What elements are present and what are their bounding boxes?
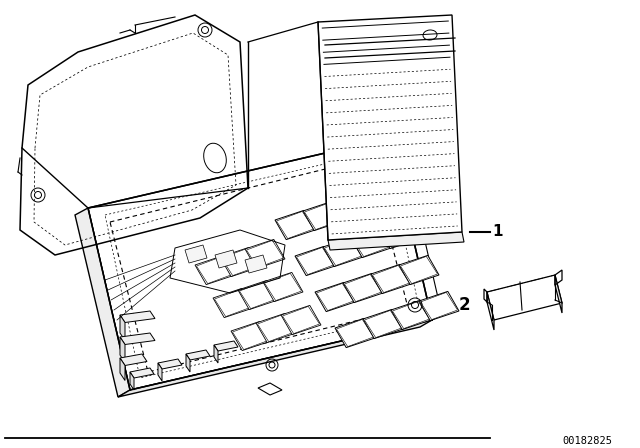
- Polygon shape: [256, 314, 296, 343]
- Polygon shape: [158, 363, 162, 381]
- Polygon shape: [195, 255, 235, 284]
- Polygon shape: [318, 15, 462, 240]
- Polygon shape: [555, 275, 562, 313]
- Polygon shape: [75, 208, 130, 397]
- Polygon shape: [343, 273, 383, 302]
- Polygon shape: [263, 272, 303, 302]
- Polygon shape: [419, 291, 459, 321]
- Polygon shape: [331, 192, 371, 222]
- Polygon shape: [371, 264, 411, 293]
- Polygon shape: [120, 354, 147, 366]
- Polygon shape: [120, 337, 125, 362]
- Text: 2: 2: [458, 296, 470, 314]
- Polygon shape: [220, 247, 260, 276]
- Text: 00182825: 00182825: [562, 436, 612, 446]
- Polygon shape: [120, 358, 125, 380]
- Polygon shape: [315, 282, 355, 312]
- Polygon shape: [88, 138, 432, 390]
- Polygon shape: [335, 319, 375, 348]
- Polygon shape: [379, 220, 419, 249]
- Polygon shape: [245, 239, 285, 269]
- Polygon shape: [214, 345, 218, 363]
- Polygon shape: [214, 341, 238, 351]
- Polygon shape: [185, 245, 207, 263]
- Polygon shape: [245, 255, 267, 273]
- Polygon shape: [130, 372, 134, 390]
- Polygon shape: [295, 246, 335, 276]
- Polygon shape: [391, 301, 431, 330]
- Polygon shape: [186, 354, 190, 372]
- Polygon shape: [359, 183, 399, 213]
- Polygon shape: [328, 232, 464, 250]
- Polygon shape: [281, 306, 321, 335]
- Text: 1: 1: [492, 224, 502, 240]
- Polygon shape: [231, 321, 271, 351]
- Polygon shape: [487, 292, 494, 330]
- Polygon shape: [120, 315, 125, 340]
- Polygon shape: [118, 320, 432, 397]
- Polygon shape: [303, 202, 343, 231]
- Polygon shape: [186, 350, 210, 360]
- Polygon shape: [399, 255, 439, 284]
- Polygon shape: [130, 368, 154, 378]
- Polygon shape: [487, 275, 562, 320]
- Polygon shape: [238, 280, 278, 310]
- Polygon shape: [120, 333, 155, 345]
- Polygon shape: [158, 359, 182, 369]
- Polygon shape: [213, 289, 253, 318]
- Polygon shape: [215, 250, 237, 268]
- Polygon shape: [323, 237, 363, 267]
- Polygon shape: [363, 310, 403, 339]
- Polygon shape: [275, 211, 315, 240]
- Polygon shape: [351, 228, 391, 258]
- Polygon shape: [120, 311, 155, 323]
